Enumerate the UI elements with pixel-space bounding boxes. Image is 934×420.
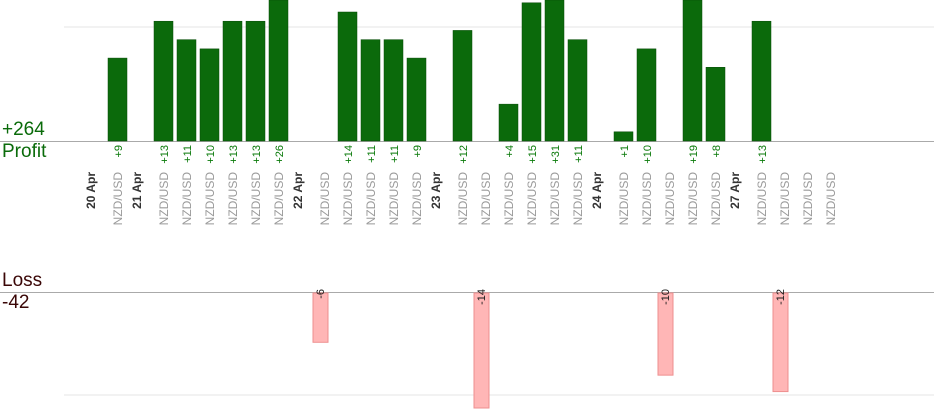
loss-bar [657, 292, 674, 376]
profit-bar [245, 20, 266, 142]
profit-bar [406, 57, 427, 142]
profit-bar [222, 20, 243, 142]
pair-label: NZD/USD [272, 172, 286, 226]
profit-bar [705, 67, 726, 142]
profit-bar [176, 39, 197, 142]
pair-label: NZD/USD [617, 172, 631, 226]
profit-bar [107, 57, 128, 142]
profit-value-label: +19 [688, 145, 700, 164]
pair-label: NZD/USD [180, 172, 194, 226]
pair-label: NZD/USD [410, 172, 424, 226]
loss-value-label: -10 [660, 289, 672, 305]
profit-value-label: +4 [504, 145, 516, 158]
pair-label: NZD/USD [709, 172, 723, 226]
pair-label: NZD/USD [318, 172, 332, 226]
profit-value-label: +11 [182, 145, 194, 163]
date-label: 24 Apr [590, 172, 604, 209]
date-label: 23 Apr [429, 172, 443, 209]
profit-bar [498, 103, 519, 142]
pair-label: NZD/USD [111, 172, 125, 226]
profit-bar [613, 131, 634, 142]
date-label: 21 Apr [130, 172, 144, 209]
pair-label: NZD/USD [456, 172, 470, 226]
profit-bar [383, 39, 404, 142]
profit-value-label: +12 [458, 145, 470, 164]
profit-bar [567, 39, 588, 142]
pair-label: NZD/USD [364, 172, 378, 226]
pair-label: NZD/USD [640, 172, 654, 226]
profit-value-label: +14 [343, 145, 355, 164]
loss-bar [772, 292, 789, 393]
pair-label: NZD/USD [755, 172, 769, 226]
profit-summary: +264 Profit [2, 119, 46, 163]
profit-value-label: +10 [205, 145, 217, 164]
pair-label: NZD/USD [686, 172, 700, 226]
profit-value-label: +15 [527, 145, 539, 164]
profit-value-label: +11 [389, 145, 401, 163]
profit-value-label: +13 [757, 145, 769, 164]
loss-bar [473, 292, 490, 409]
pair-label: NZD/USD [525, 172, 539, 226]
loss-label: Loss [2, 270, 43, 291]
profit-bar [360, 39, 381, 142]
pair-label: NZD/USD [663, 172, 677, 226]
profit-value-label: +13 [159, 145, 171, 164]
date-label: 22 Apr [291, 172, 305, 209]
pair-label: NZD/USD [824, 172, 838, 226]
pair-label: NZD/USD [479, 172, 493, 226]
profit-value-label: +13 [228, 145, 240, 164]
profit-bar [337, 11, 358, 142]
pair-label: NZD/USD [203, 172, 217, 226]
profit-value-label: +9 [113, 145, 125, 158]
pair-label: NZD/USD [801, 172, 815, 226]
loss-value-label: -6 [315, 289, 327, 299]
pair-label: NZD/USD [387, 172, 401, 226]
loss-value-label: -12 [775, 289, 787, 305]
profit-total: +264 [2, 119, 45, 140]
profit-value-label: +13 [251, 145, 263, 164]
pair-label: NZD/USD [249, 172, 263, 226]
profit-value-label: +31 [550, 145, 562, 164]
pair-label: NZD/USD [226, 172, 240, 226]
profit-bar [544, 0, 565, 142]
profit-bar [751, 20, 772, 142]
profit-value-label: +9 [412, 145, 424, 158]
profit-value-label: +26 [274, 145, 286, 164]
pair-label: NZD/USD [157, 172, 171, 226]
profit-value-label: +11 [573, 145, 585, 163]
loss-value-label: -14 [476, 289, 488, 305]
profit-bar [199, 48, 220, 142]
profit-bar [682, 0, 703, 142]
profit-value-label: +8 [711, 145, 723, 158]
profit-bar [521, 2, 542, 142]
profit-value-label: +11 [366, 145, 378, 163]
date-label: 20 Apr [84, 172, 98, 209]
loss-total: -42 [2, 292, 30, 313]
profit-bar [636, 48, 657, 142]
profit-bar [452, 30, 473, 142]
pair-label: NZD/USD [548, 172, 562, 226]
profit-value-label: +1 [619, 145, 631, 158]
loss-summary: Loss -42 [2, 270, 42, 314]
date-label: 27 Apr [728, 172, 742, 209]
loss-bar [312, 292, 329, 343]
pair-label: NZD/USD [778, 172, 792, 226]
pair-label: NZD/USD [571, 172, 585, 226]
pair-label: NZD/USD [341, 172, 355, 226]
profit-label: Profit [2, 141, 47, 162]
profit-value-label: +10 [642, 145, 654, 164]
profit-bar [268, 0, 289, 142]
profit-bar [153, 20, 174, 142]
pair-label: NZD/USD [502, 172, 516, 226]
